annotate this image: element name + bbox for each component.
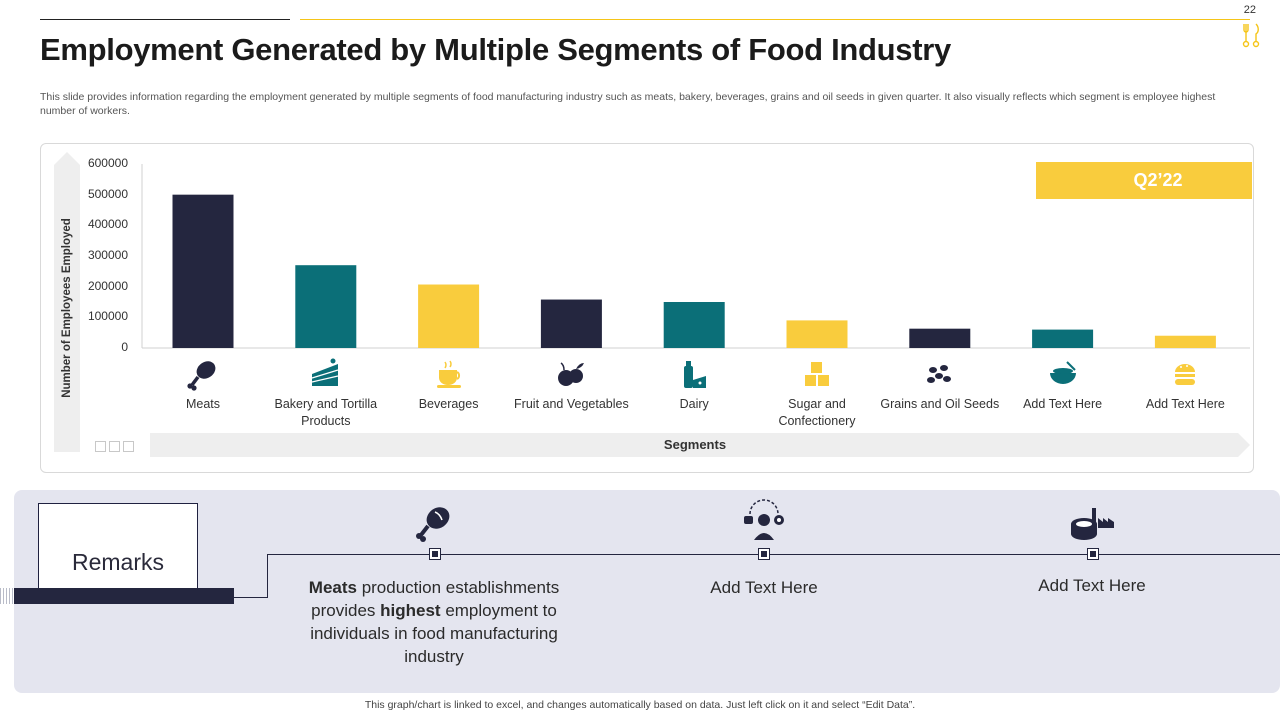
timeline-connector [234,597,268,598]
x-axis-label: Segments [663,437,727,452]
remark-text-part: production establishments provides [311,578,560,620]
y-axis-arrow-band [54,152,80,452]
timeline-node [429,548,441,560]
page-number: 22 [1243,4,1256,16]
remark-text-part: employment to individuals in food manufa… [310,601,558,666]
remarks-box [38,503,198,595]
footer-note: This graph/chart is linked to excel, and… [364,699,916,711]
remark-text-2: Add Text Here [710,578,818,597]
factory-can-icon [1071,508,1114,540]
header-rule-gold [300,19,1250,20]
remark-bold-meats: Meats [308,578,357,597]
meat-icon [416,507,450,542]
remarks-title: Remarks [71,549,164,575]
timeline-vertical [267,554,268,598]
quarter-badge-label: Q2’22 [1133,170,1183,190]
remarks-accent-bar [14,588,234,604]
remark-text-meats: Meats production establishments provides… [300,576,568,668]
timeline-line [267,554,1280,555]
remark-bold-highest: highest [380,601,441,620]
slide-title: Employment Generated by Multiple Segment… [40,32,951,67]
decorative-squares [95,439,137,457]
header-rule-dark [40,19,290,20]
timeline-node [758,548,770,560]
y-axis-label: Number of Employees Employed [61,218,73,398]
x-axis-arrow-band [150,433,1250,457]
remark-text-3: Add Text Here [1038,576,1146,595]
remarks-stripes [0,588,14,604]
utensils-icon [1242,23,1260,48]
worker-icon [744,499,784,540]
slide-description: This slide provides information regardin… [40,91,1216,117]
quarter-badge [1036,162,1252,199]
timeline-node [1087,548,1099,560]
